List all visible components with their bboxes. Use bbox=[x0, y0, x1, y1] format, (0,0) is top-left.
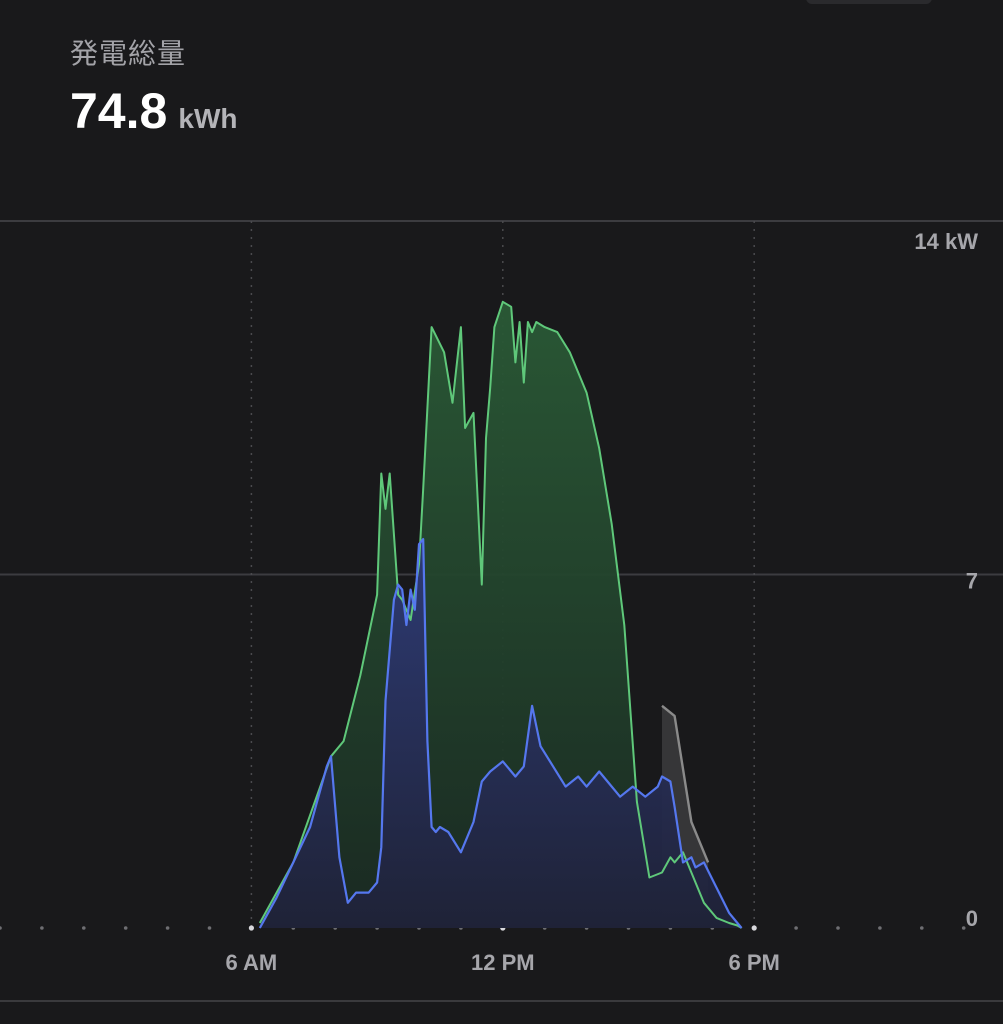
summary-value: 74.8 bbox=[70, 83, 168, 139]
baseline-dot bbox=[0, 926, 2, 930]
x-tick-label: 6 AM bbox=[226, 950, 278, 975]
y-tick-label: 0 bbox=[966, 906, 978, 931]
series-area-home bbox=[259, 539, 742, 928]
baseline-dot bbox=[207, 926, 212, 930]
baseline-dot bbox=[123, 926, 128, 930]
x-tick-label: 12 PM bbox=[471, 950, 535, 975]
series-line-solar bbox=[258, 300, 743, 929]
y-tick-label: 7 bbox=[966, 569, 978, 594]
series-area-solar bbox=[259, 301, 742, 928]
baseline-dot bbox=[751, 925, 757, 931]
baseline-dot bbox=[794, 926, 798, 930]
baseline-dot bbox=[878, 926, 882, 930]
x-tick-label: 6 PM bbox=[729, 950, 780, 975]
chart-labels: 14 kW 7 0 6 AM 12 PM 6 PM bbox=[226, 229, 979, 975]
chart-areas bbox=[259, 301, 742, 928]
chart-lines bbox=[258, 300, 743, 929]
energy-summary: 発電総量 74.8 kWh bbox=[70, 32, 238, 140]
summary-value-row: 74.8 kWh bbox=[70, 82, 238, 140]
baseline-dot bbox=[40, 926, 44, 930]
y-tick-label: 14 kW bbox=[914, 229, 978, 254]
baseline-dot bbox=[248, 925, 254, 931]
bottom-divider bbox=[0, 1000, 1003, 1002]
period-tab-indicator[interactable] bbox=[806, 0, 932, 4]
summary-unit: kWh bbox=[178, 103, 238, 134]
baseline-dot bbox=[920, 926, 924, 930]
series-line-other bbox=[661, 704, 710, 863]
baseline-dot bbox=[836, 926, 840, 930]
baseline-dot bbox=[961, 926, 966, 930]
summary-label: 発電総量 bbox=[70, 37, 187, 70]
series-line-home bbox=[258, 538, 743, 929]
baseline-dot bbox=[165, 926, 170, 930]
baseline-dot bbox=[82, 926, 86, 930]
